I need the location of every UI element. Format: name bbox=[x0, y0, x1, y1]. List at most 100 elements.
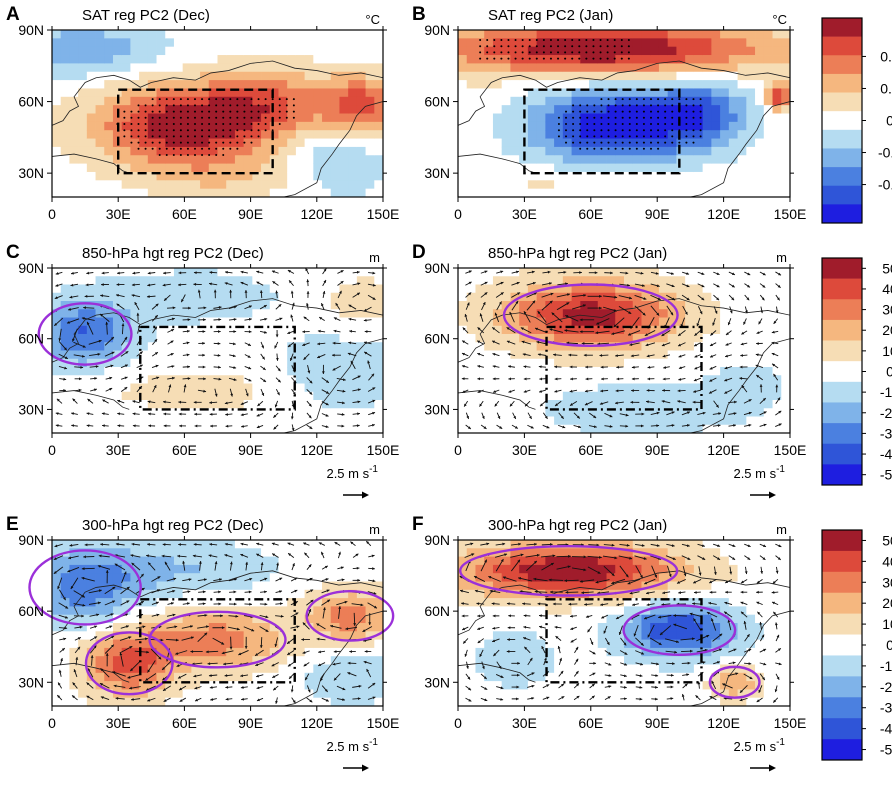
field-cell bbox=[658, 180, 669, 190]
field-cell bbox=[624, 80, 634, 89]
field-cell bbox=[95, 63, 105, 73]
field-cell bbox=[104, 276, 114, 285]
field-cell bbox=[200, 163, 210, 173]
field-cell bbox=[685, 276, 695, 285]
field-cell bbox=[492, 155, 503, 164]
stipple-dot bbox=[628, 129, 631, 132]
field-cell bbox=[693, 334, 704, 343]
field-cell bbox=[121, 171, 131, 181]
stipple-dot bbox=[144, 110, 147, 113]
field-cell bbox=[121, 400, 131, 409]
field-cell bbox=[69, 614, 79, 624]
field-cell bbox=[104, 317, 114, 327]
field-cell bbox=[156, 400, 166, 409]
field-cell bbox=[781, 416, 791, 426]
field-cell bbox=[492, 358, 503, 368]
field-cell bbox=[763, 105, 773, 114]
wind-arrow-head bbox=[516, 281, 520, 285]
field-cell bbox=[650, 325, 660, 335]
wind-arrow-head bbox=[100, 294, 104, 298]
field-cell bbox=[365, 334, 375, 343]
field-cell bbox=[475, 71, 485, 81]
field-cell bbox=[562, 284, 572, 294]
stipple-dot bbox=[493, 39, 496, 42]
field-cell bbox=[200, 121, 210, 131]
field-cell bbox=[287, 309, 297, 318]
field-cell bbox=[492, 309, 503, 318]
stipple-dot bbox=[613, 45, 616, 48]
field-cell bbox=[217, 400, 227, 409]
wind-arrow-head bbox=[248, 330, 252, 334]
field-cell bbox=[217, 350, 227, 360]
region-box bbox=[116, 88, 274, 175]
field-cell bbox=[772, 138, 782, 148]
field-cell bbox=[676, 342, 686, 351]
field-cell bbox=[728, 96, 738, 106]
field-cell bbox=[182, 63, 192, 73]
stipple-dot bbox=[208, 135, 211, 138]
field-cell bbox=[348, 309, 358, 318]
field-cell bbox=[208, 400, 218, 409]
wind-arrow-head bbox=[468, 270, 472, 274]
field-cell bbox=[702, 383, 712, 393]
wind-arrow-head bbox=[256, 281, 260, 285]
field-cell bbox=[86, 284, 96, 294]
field-cell bbox=[650, 38, 660, 48]
field-cell bbox=[458, 383, 468, 393]
field-cell bbox=[554, 408, 564, 417]
field-cell bbox=[173, 334, 184, 343]
field-cell bbox=[165, 309, 175, 318]
field-cell bbox=[287, 391, 297, 401]
wind-arrow-head bbox=[259, 290, 263, 294]
field-cell bbox=[606, 188, 616, 198]
wind-arrow-head bbox=[162, 400, 166, 404]
field-cell bbox=[458, 130, 468, 139]
field-cell bbox=[243, 334, 253, 343]
wind-arrow-head bbox=[93, 388, 97, 392]
field-cell bbox=[554, 121, 564, 131]
field-cell bbox=[746, 188, 756, 198]
field-cell bbox=[278, 171, 288, 181]
field-cell bbox=[60, 408, 70, 417]
field-cell bbox=[597, 358, 607, 368]
wind-arrow-head bbox=[647, 377, 651, 381]
field-cell bbox=[658, 105, 669, 114]
wind-arrow-head bbox=[731, 272, 735, 276]
field-cell bbox=[156, 105, 166, 114]
field-cell bbox=[772, 284, 782, 294]
field-cell bbox=[261, 146, 271, 156]
field-cell bbox=[121, 367, 131, 376]
stipple-dot bbox=[285, 98, 288, 101]
wind-arrow-head bbox=[271, 270, 275, 274]
field-cell bbox=[182, 375, 192, 384]
field-cell bbox=[322, 113, 332, 123]
wind-arrow-head bbox=[240, 270, 244, 274]
field-cell bbox=[217, 138, 227, 148]
field-cell bbox=[702, 30, 712, 39]
wind-arrow-head bbox=[699, 311, 703, 315]
field-cell bbox=[711, 80, 721, 89]
field-cell bbox=[676, 408, 686, 417]
field-cell bbox=[580, 63, 590, 73]
field-cell bbox=[693, 325, 704, 335]
wind-arrow-head bbox=[523, 390, 527, 393]
field-cell bbox=[374, 375, 384, 384]
field-cell bbox=[702, 88, 712, 98]
field-cell bbox=[330, 30, 340, 39]
field-cell bbox=[702, 121, 712, 131]
stipple-dot bbox=[593, 116, 596, 119]
field-cell bbox=[252, 292, 262, 302]
field-cell bbox=[69, 88, 79, 98]
field-cell bbox=[720, 309, 730, 318]
wind-arrow-head bbox=[371, 423, 375, 427]
field-cell bbox=[562, 163, 572, 173]
field-cell bbox=[484, 138, 494, 148]
field-cell bbox=[339, 400, 349, 409]
field-cell bbox=[278, 130, 288, 139]
wind-arrow-head bbox=[319, 317, 323, 320]
wind-arrow-head bbox=[492, 352, 496, 356]
field-cell bbox=[458, 80, 468, 89]
field-cell bbox=[374, 38, 384, 48]
field-cell bbox=[234, 138, 245, 148]
stipple-dot bbox=[650, 104, 653, 107]
